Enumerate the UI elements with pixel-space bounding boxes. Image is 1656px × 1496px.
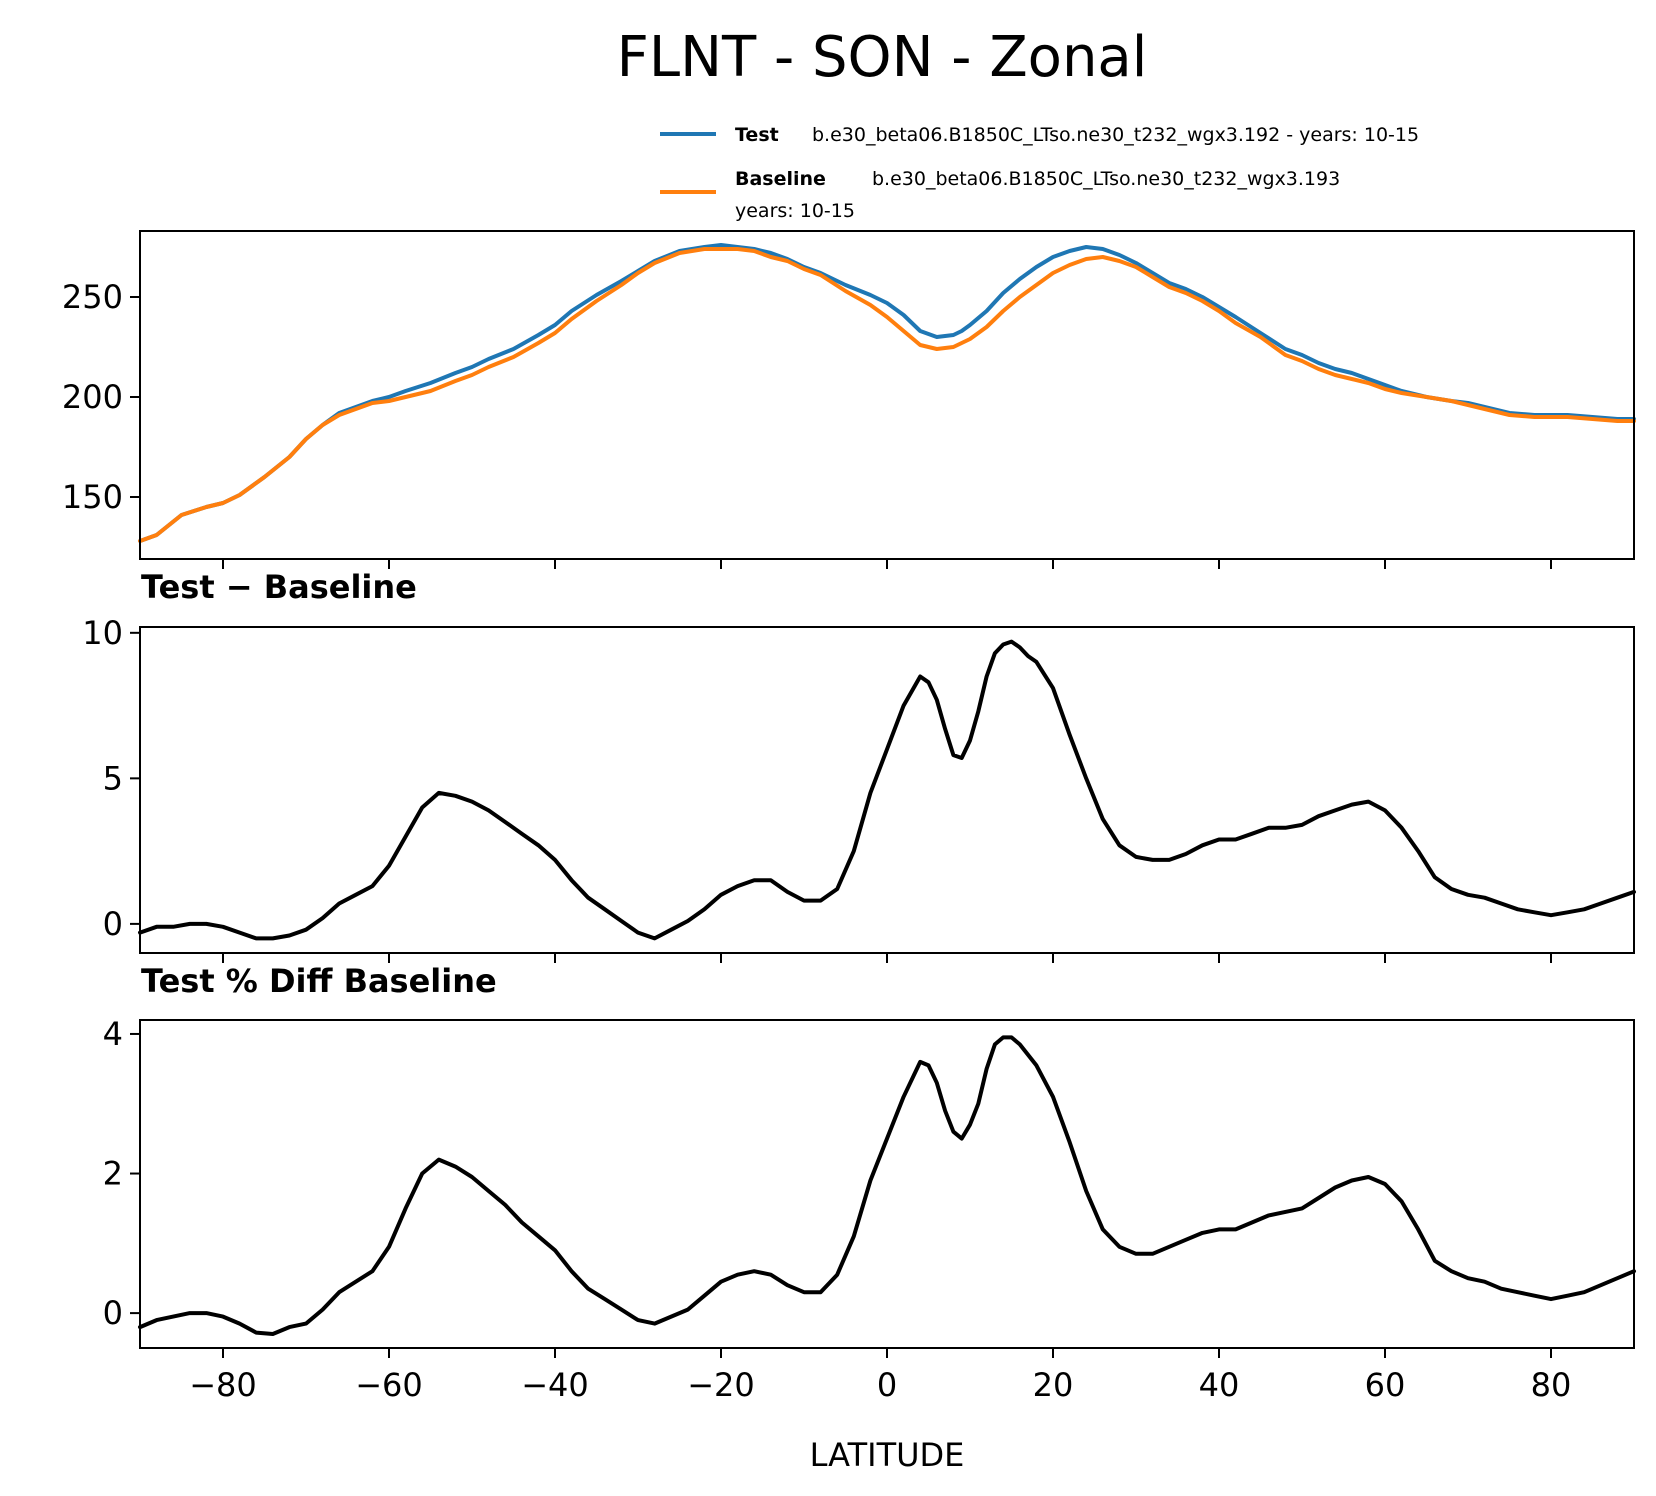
figure-title: FLNT - SON - Zonal [617,25,1148,90]
panel-percent-diff-yticks: 0 2 4 [103,1015,140,1332]
panel-difference-ytick-label: 0 [103,905,123,943]
panel-percent-diff-series [138,1035,1636,1336]
panel-difference-ytick-label: 10 [82,614,123,652]
panel-percent-diff-xtick-label: 0 [877,1366,897,1404]
panel-absolute-frame [139,230,1635,560]
panel-absolute-ytick-label: 150 [62,478,123,516]
panel-percent-diff-xtick-label: 40 [1199,1366,1240,1404]
panel-absolute-ytick-label: 200 [62,378,123,416]
panel-absolute: 150 200 250 [62,230,1636,569]
panel-percent-diff-xtick-label: −80 [189,1366,257,1404]
panel-difference-series-test-baseline [138,639,1636,941]
legend-baseline-text-line2: years: 10-15 [735,200,855,222]
panel-absolute-series-baseline [138,247,1636,543]
legend-test-label: Test [735,124,779,146]
x-axis-label: LATITUDE [810,1436,965,1474]
legend-test-text: b.e30_beta06.B1850C_LTso.ne30_t232_wgx3.… [812,124,1419,146]
panel-percent-diff-xtick-label: 60 [1365,1366,1406,1404]
panel-difference-series [138,639,1636,941]
panel-difference-ytick-label: 5 [103,759,123,797]
panel-absolute-series-test [138,243,1636,543]
panel-percent-diff-series-test-diff-baseline [138,1035,1636,1336]
panel-percent-diff-title: Test % Diff Baseline [141,962,497,1000]
panel-percent-diff-ytick-label: 4 [103,1015,123,1053]
panel-percent-diff-frame [139,1019,1635,1349]
panel-percent-diff: Test % Diff Baseline 0 2 4 −80 −60 −40 −20 0 20… [103,962,1636,1404]
panel-difference-xticks [222,953,1552,963]
panel-absolute-series [138,243,1636,543]
panel-difference-title: Test − Baseline [141,568,417,606]
panel-difference-frame [139,626,1635,954]
panel-percent-diff-xtick-label: −40 [521,1366,589,1404]
legend-baseline-label: Baseline [735,168,826,190]
panel-percent-diff-xtick-label: 20 [1033,1366,1074,1404]
legend: Test b.e30_beta06.B1850C_LTso.ne30_t232_… [660,124,1419,222]
panel-absolute-xticks [222,559,1552,569]
panel-percent-diff-xtick-label: −20 [687,1366,755,1404]
panel-percent-diff-ytick-label: 2 [103,1155,123,1193]
panel-percent-diff-xtick-label: −60 [355,1366,423,1404]
legend-baseline-text-line1: b.e30_beta06.B1850C_LTso.ne30_t232_wgx3.… [872,168,1340,190]
panel-absolute-yticks: 150 200 250 [62,278,140,516]
panel-difference: Test − Baseline 0 5 10 [82,568,1636,963]
panel-percent-diff-xtick-label: 80 [1531,1366,1572,1404]
panel-absolute-ytick-label: 250 [62,278,123,316]
panel-percent-diff-ytick-label: 0 [103,1294,123,1332]
panel-percent-diff-xticks: −80 −60 −40 −20 0 20 40 60 80 [189,1348,1571,1404]
panel-difference-yticks: 0 5 10 [82,614,140,943]
